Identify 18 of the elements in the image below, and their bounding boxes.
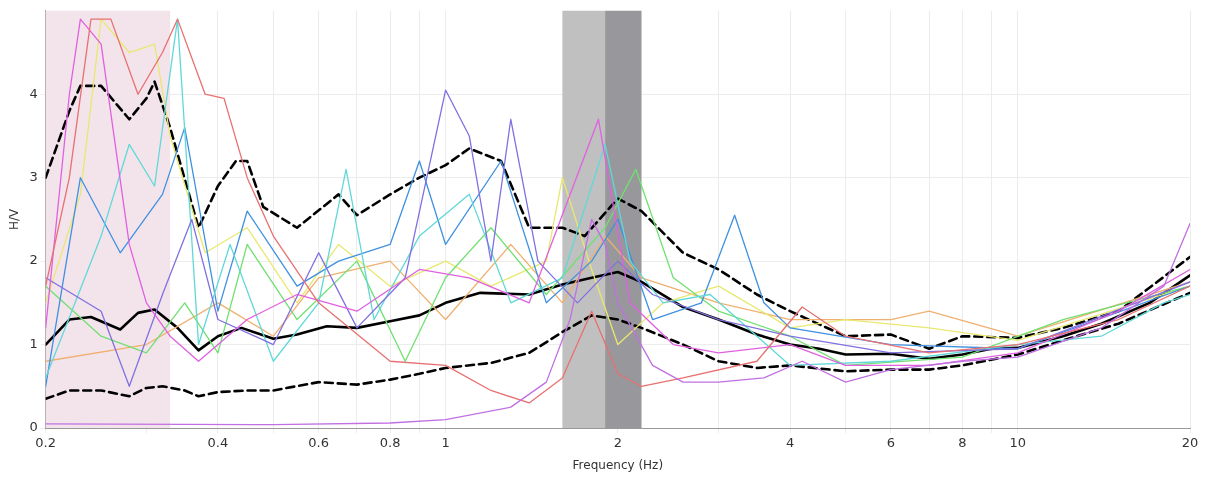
x-axis-title: Frequency (Hz) — [572, 457, 664, 472]
x-tick-label: 0.4 — [207, 435, 229, 451]
y-tick-label: 0 — [29, 419, 38, 435]
x-tick-label: 8 — [958, 435, 967, 451]
x-tick-label: 4 — [785, 435, 795, 451]
x-tick-label: 20 — [1181, 435, 1199, 451]
y-tick-label: 3 — [29, 169, 38, 185]
x-tick-label: 6 — [886, 435, 895, 451]
x-tick-label: 0.6 — [308, 435, 330, 451]
x-tick-label: 2 — [613, 435, 622, 451]
y-tick-label: 1 — [29, 335, 38, 351]
y-tick-label: 4 — [29, 85, 38, 101]
x-tick-label: 0.2 — [35, 435, 57, 451]
x-tick-label: 0.8 — [379, 435, 401, 451]
x-tick-label: 10 — [1009, 435, 1027, 451]
y-axis-title: H/V — [7, 207, 22, 231]
y-tick-label: 2 — [29, 252, 38, 268]
x-tick-label: 1 — [441, 435, 450, 451]
